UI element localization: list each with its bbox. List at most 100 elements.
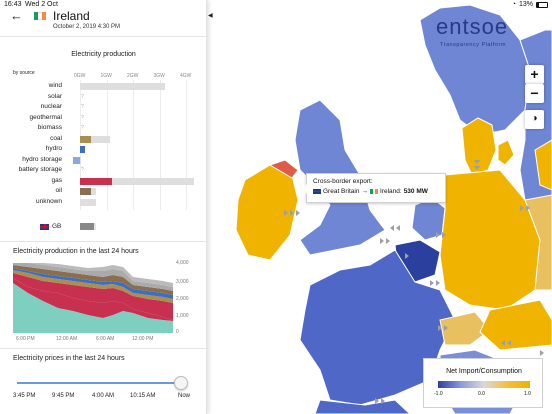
battery-icon — [536, 1, 548, 8]
area-layers — [13, 263, 173, 333]
source-label-hydro: hydro — [45, 145, 62, 152]
unknown-marker: ? — [81, 125, 84, 131]
theme-toggle-icon[interactable]: ◑ — [525, 110, 544, 129]
map[interactable] — [207, 0, 552, 414]
logo-text: entsoe — [436, 14, 509, 39]
unknown-marker: ? — [81, 114, 84, 121]
region-denmark — [461, 117, 497, 176]
y-tick-3000: 3,000 — [176, 279, 189, 285]
region-ireland — [235, 164, 299, 261]
grid-line-2 — [133, 80, 134, 210]
area-oil — [13, 268, 173, 299]
y-tick-0: 0 — [176, 329, 179, 335]
exchange-tooltip: Cross-border export: Great Britain → Ire… — [302, 173, 446, 203]
capacity-bar-gas — [80, 177, 194, 185]
region-northern-ireland — [268, 159, 299, 179]
grid-line-4 — [186, 80, 187, 210]
tooltip-value: 530 MW — [403, 188, 428, 195]
source-label-solar: solar — [47, 92, 62, 100]
time-slider-track[interactable] — [17, 382, 181, 384]
prices-title: Electricity prices in the last 24 hours — [13, 355, 125, 362]
production-bar-oil — [80, 188, 91, 195]
slider-label-3: 10:15 AM — [130, 393, 156, 399]
x-tick-6am: 6:00 AM — [96, 336, 115, 342]
tooltip-to: Ireland: — [380, 188, 402, 195]
battery-percent: 13% — [518, 1, 533, 8]
section-divider-2 — [0, 348, 207, 349]
region-denmark-east — [497, 139, 515, 166]
area-hydro — [13, 265, 173, 295]
source-label-wind: wind — [48, 82, 62, 89]
exchange-label: GB — [52, 223, 62, 230]
capacity-bar-wind — [80, 83, 165, 90]
collapse-panel-icon[interactable]: ◀ — [208, 13, 213, 19]
country-panel: ← Ireland October 2, 2019 4:30 PM Electr… — [0, 0, 207, 414]
legend-tick-mid: 0.0 — [478, 391, 485, 397]
area-gas — [13, 278, 173, 321]
grid-line-0 — [80, 80, 81, 210]
zoom-in-button[interactable]: + — [525, 65, 544, 84]
status-date: Wed 2 Oct — [25, 1, 58, 8]
production-bar-gas — [80, 177, 112, 185]
axis-tick-4: 4GW — [180, 73, 192, 79]
x-tick-6pm: 6:00 PM — [16, 336, 35, 342]
slider-label-2: 4:00 AM — [92, 393, 115, 399]
entsoe-logo: entsoe Transparency Platform — [422, 8, 552, 48]
legend-title: Net Import/Consumption — [446, 368, 522, 375]
tooltip-title: Cross-border export: — [313, 178, 373, 185]
source-label-biomass: biomass — [37, 124, 62, 131]
legend-tick-max: 1.0 — [524, 391, 531, 397]
map-svg[interactable] — [207, 0, 552, 414]
region-switzerland — [439, 311, 491, 346]
unknown-marker: ? — [81, 104, 84, 110]
exchange-bar — [80, 223, 95, 230]
status-time: 16:43 — [4, 1, 22, 8]
back-arrow-icon[interactable]: ← — [10, 8, 23, 23]
source-label-oil: oil — [55, 187, 62, 194]
region-austria — [479, 299, 552, 351]
production-title: Electricity production — [71, 51, 136, 58]
zoom-out-button[interactable]: − — [525, 84, 544, 103]
country-date: October 2, 2019 4:30 PM — [53, 24, 121, 30]
legend-gradient — [438, 381, 530, 388]
region-norway — [419, 4, 531, 136]
area-coal — [13, 270, 173, 303]
axis-tick-1: 1GW — [100, 73, 112, 79]
ireland-flag-icon — [34, 12, 46, 20]
by-source-label: by source — [13, 70, 35, 76]
source-label-unknown: unknown — [35, 197, 62, 205]
wifi-icon: ◔ — [511, 1, 516, 8]
time-slider-thumb[interactable] — [174, 376, 188, 390]
tooltip-from: Great Britain — [323, 188, 360, 195]
tooltip-arrow: → — [361, 188, 369, 195]
production-bar-hydro-storage — [73, 156, 80, 164]
region-spain — [314, 399, 411, 414]
source-label-hydro-storage: hydro storage — [22, 155, 62, 163]
slider-label-1: 9:45 PM — [52, 393, 75, 399]
axis-tick-2: 2GW — [127, 73, 139, 79]
section-divider-1 — [0, 241, 207, 242]
grid-line-1 — [106, 80, 108, 210]
region-netherlands — [411, 197, 446, 241]
area-import — [13, 263, 173, 287]
axis-tick-0: 0GW — [74, 73, 86, 79]
grid-line-3 — [159, 80, 161, 210]
y-tick-4000: 4,000 — [176, 260, 189, 266]
production-bar-hydro — [80, 146, 85, 153]
header-divider — [0, 36, 207, 37]
gb-flag-icon — [313, 189, 321, 194]
x-tick-12pm: 12:00 PM — [132, 336, 154, 342]
source-label-coal: coal — [50, 134, 62, 142]
panel-header: ← Ireland October 2, 2019 4:30 PM — [0, 8, 207, 36]
area-unknown — [13, 263, 173, 291]
slider-label-4: Now — [178, 393, 191, 399]
logo-subtitle: Transparency Platform — [440, 42, 506, 48]
capacity-bar-unknown — [80, 198, 96, 206]
capacity-bar-coal — [80, 135, 111, 143]
region-poland — [524, 194, 552, 291]
legend-tick-min: -1.0 — [434, 391, 443, 397]
source-label-geothermal: geothermal — [29, 113, 62, 121]
ie-flag-icon — [370, 189, 379, 194]
source-label-gas: gas — [51, 176, 62, 184]
